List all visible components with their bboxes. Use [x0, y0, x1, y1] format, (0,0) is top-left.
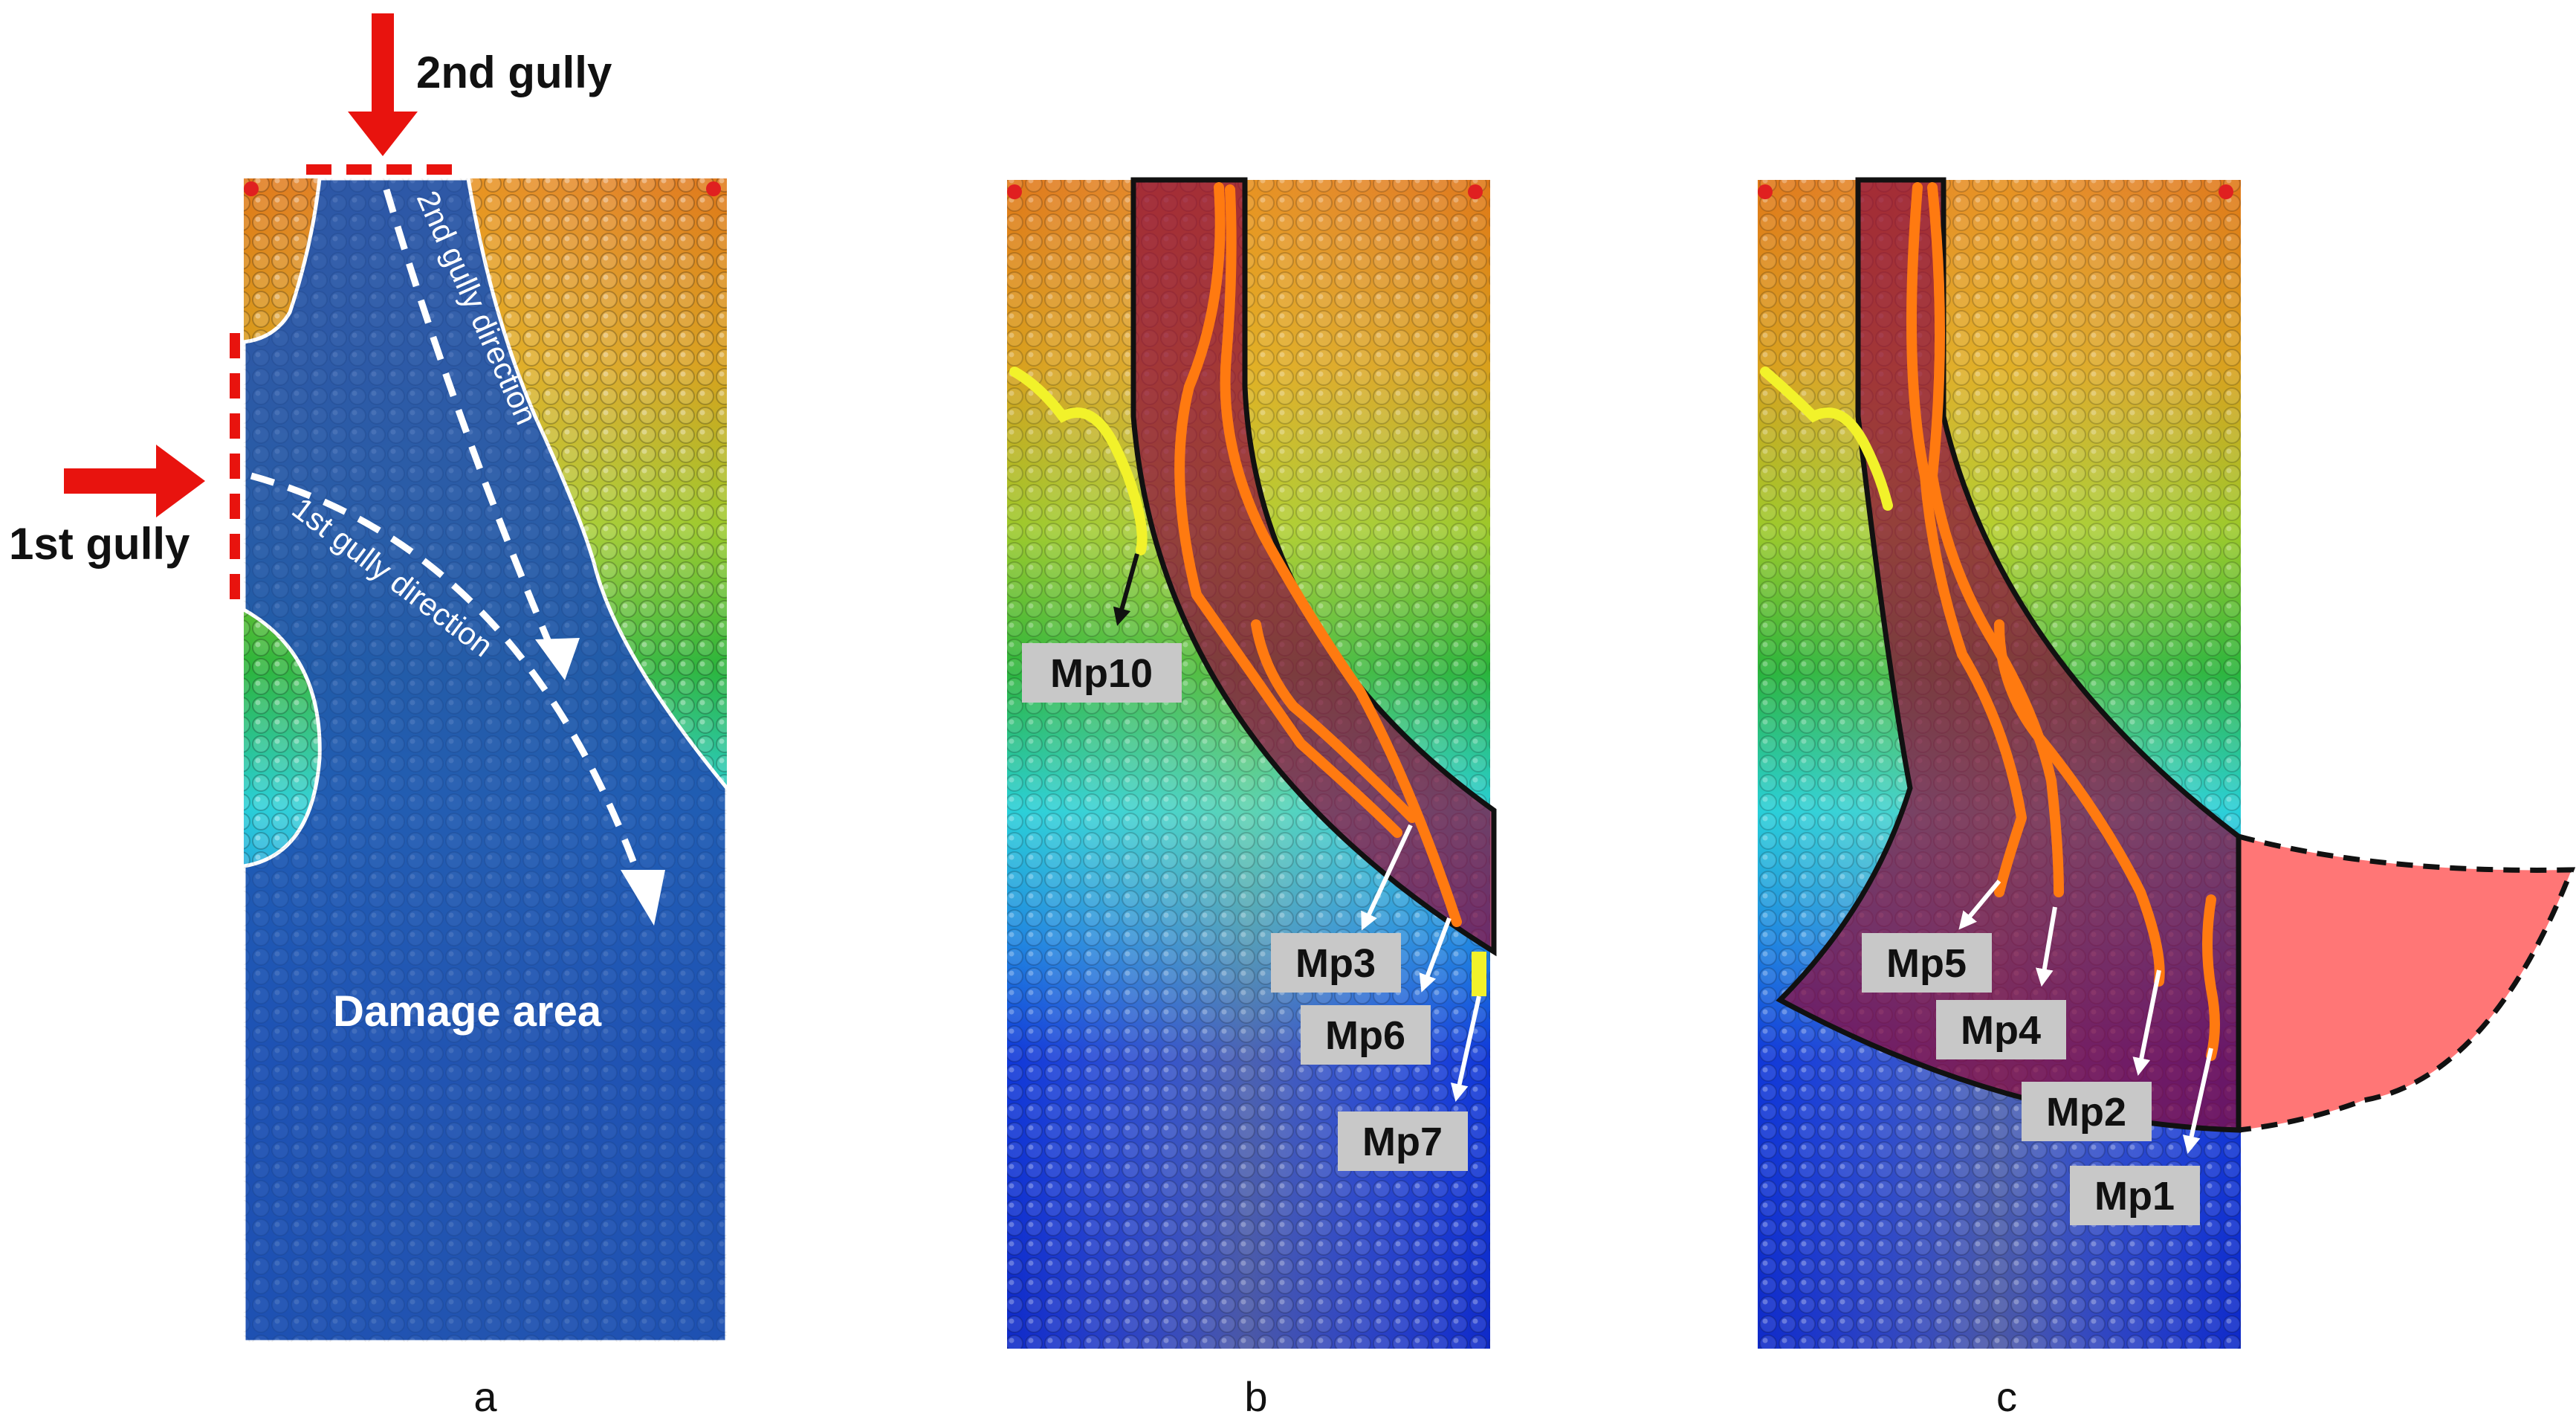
- particle-assembly-c: [1758, 180, 2241, 1349]
- monitor-marker-mp7: [1472, 952, 1486, 996]
- mp10-arrow: [1113, 553, 1139, 626]
- panel-a: 2nd gully 1st gully 2nd gully direction …: [9, 13, 729, 1420]
- panel-caption-c: c: [1996, 1373, 2017, 1420]
- corner-particle: [2219, 184, 2233, 199]
- label-mp4-text: Mp4: [1961, 1008, 2041, 1053]
- corner-particle: [244, 181, 259, 196]
- gully-2-label: 2nd gully: [416, 48, 612, 97]
- label-mp10-text: Mp10: [1050, 651, 1153, 696]
- panel-caption-a: a: [473, 1373, 497, 1420]
- mp3-arrow: [1361, 824, 1413, 931]
- panel-c: Mp5 Mp4 Mp2 Mp1 c: [1758, 177, 2576, 1420]
- label-mp6: Mp6: [1301, 1005, 1431, 1065]
- label-mp7: Mp7: [1338, 1111, 1468, 1171]
- label-mp3-text: Mp3: [1295, 941, 1376, 986]
- label-mp10: Mp10: [1022, 643, 1182, 703]
- monitor-line-c: [1760, 367, 1893, 511]
- label-mp2-text: Mp2: [2046, 1090, 2126, 1135]
- gully-1-red-arrow: [64, 445, 205, 517]
- gully-2-red-arrow: [348, 13, 418, 156]
- corner-particle: [1468, 184, 1483, 199]
- trajectory-lines-c: [1906, 182, 2220, 1061]
- sliding-extension-outline-c: [2238, 833, 2576, 1133]
- label-mp5-text: Mp5: [1886, 941, 1967, 986]
- monitor-line-mp10: [1009, 367, 1148, 555]
- mp4-arrow: [2035, 906, 2057, 987]
- gully-2-direction-arrow: [383, 188, 557, 656]
- label-mp3: Mp3: [1271, 933, 1401, 993]
- corner-particle: [1007, 184, 1022, 199]
- label-mp1: Mp1: [2070, 1166, 2200, 1225]
- label-mp6-text: Mp6: [1325, 1013, 1405, 1058]
- gully-1-label: 1st gully: [9, 519, 190, 569]
- mp5-arrow: [1958, 880, 2001, 930]
- corner-particle: [1758, 184, 1773, 199]
- sliding-extension-zone-c: [2239, 836, 2572, 1130]
- mp7-arrow: [1450, 996, 1481, 1103]
- mp6-arrow: [1419, 917, 1452, 993]
- gully-1-direction-arrow: [250, 472, 643, 879]
- label-mp1-text: Mp1: [2094, 1174, 2175, 1219]
- label-mp4: Mp4: [1936, 1000, 2066, 1059]
- trajectory-lines-b: [1174, 182, 1462, 927]
- sliding-zone-c: [1776, 177, 2242, 1133]
- corner-particle: [706, 181, 721, 196]
- mp1-arrow: [2182, 1048, 2213, 1155]
- label-mp5: Mp5: [1862, 933, 1992, 993]
- particle-assembly-b: [1007, 180, 1490, 1349]
- label-mp7-text: Mp7: [1362, 1120, 1443, 1164]
- damage-area-texture: [244, 178, 727, 1342]
- mp2-arrow: [2132, 969, 2161, 1077]
- gully-1-arrowhead: [621, 870, 665, 926]
- label-mp2: Mp2: [2022, 1082, 2152, 1141]
- panel-caption-b: b: [1244, 1373, 1267, 1420]
- damage-area-label: Damage area: [333, 987, 602, 1036]
- panel-b: Mp10 Mp3 Mp6 Mp7 b: [1007, 177, 1497, 1420]
- gully-2-arrowhead: [535, 638, 580, 680]
